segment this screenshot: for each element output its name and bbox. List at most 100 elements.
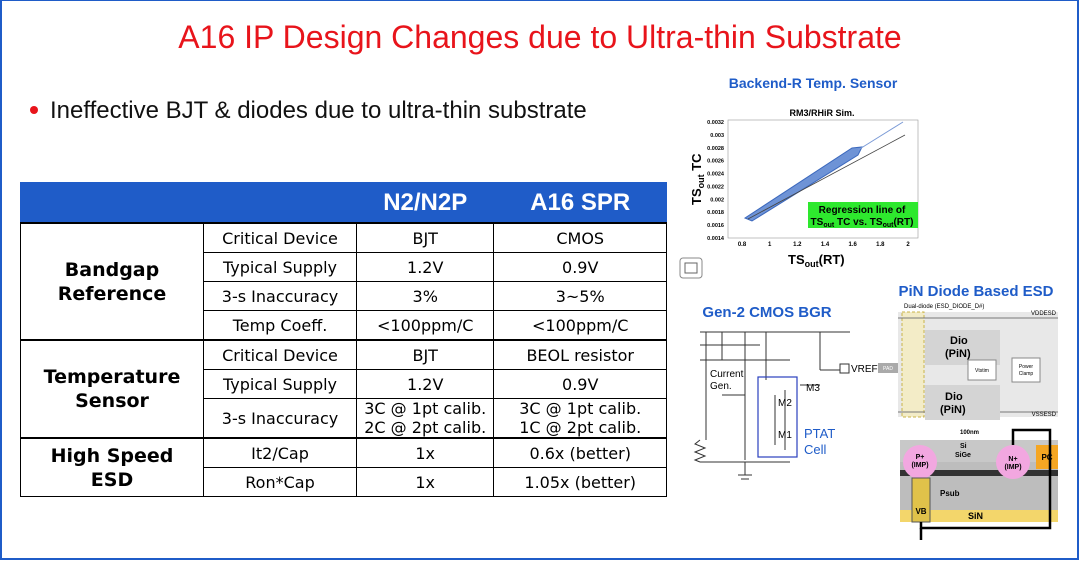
layer [900, 510, 1058, 522]
esd-title: PiN Diode Based ESD [898, 283, 1053, 300]
esd-label: 100nm [960, 430, 979, 436]
table-body: Bandgap Reference Critical Device BJT CMOS T… [19, 222, 667, 497]
header-row: N2/N2P A16 SPR [19, 182, 667, 224]
comparison-table: N2/N2P A16 SPR Bandgap Reference Critical D… [19, 182, 667, 497]
ptat-box [757, 376, 798, 458]
cell-line: 3% [412, 286, 438, 306]
y-tick-label: 0.0024 [707, 172, 725, 178]
value-cell: 3% [355, 281, 495, 311]
diode-box [925, 330, 1000, 365]
layer [900, 470, 1058, 476]
value-cell: <100ppm/C [493, 310, 667, 341]
value-cell: 0.6x (better) [493, 437, 667, 468]
table-row: 3-s Inaccuracy 3% 3~5% [21, 281, 667, 311]
header-cell: A16 SPR [493, 182, 667, 224]
esd-label: VSSESD [1032, 412, 1057, 418]
esd-label: VB [915, 507, 926, 516]
y-ticks: 0.0032 0.003 0.0028 0.0026 0.0024 0.0022 0.002… [707, 120, 725, 242]
item-cell: It2/Cap [203, 437, 357, 468]
bgr-circuit [693, 331, 850, 480]
y-tick-label: 0.0028 [707, 146, 724, 152]
value-cell: <100ppm/C [355, 310, 495, 341]
esd-label: Power [1019, 364, 1034, 370]
group-cell: High Speed ESD [19, 437, 205, 497]
header-cell: N2/N2P [355, 182, 495, 224]
y-tick-label: 0.0026 [707, 159, 724, 165]
sensor-title: Backend-R Temp. Sensor [729, 75, 898, 91]
esd-label: Clamp [1019, 371, 1034, 377]
y-tick-label: 0.0014 [707, 236, 725, 242]
cell-line: <100ppm/C [532, 315, 629, 335]
value-cell: 3~5% [493, 281, 667, 311]
scatter-band [743, 146, 863, 222]
esd-label: SiN [968, 511, 983, 521]
cell-line: CMOS [556, 228, 605, 248]
bgr-label: VREF [851, 364, 878, 375]
esd-label: P+ [916, 454, 925, 461]
bgr-label: M2 [778, 398, 792, 409]
y-tick-label: 0.0022 [707, 184, 724, 190]
table-row: Typical Supply 1.2V 0.9V [21, 369, 667, 399]
y-tick-label: 0.0032 [707, 120, 724, 126]
item-cell: Critical Device [203, 222, 357, 253]
y-tick-label: 0.002 [710, 197, 724, 203]
implant [903, 445, 937, 479]
bgr-label: Current [710, 369, 744, 380]
value-cell: 0.9V [493, 369, 667, 399]
esd-label: (IMP) [911, 462, 928, 469]
esd-label: Dio [950, 335, 968, 347]
pad-box [878, 363, 898, 373]
value-cell: 1x [355, 467, 495, 497]
table-row: High Speed ESD It2/Cap 1x 0.6x (better) [19, 437, 667, 497]
esd-label: PC [1041, 453, 1052, 462]
esd-label: N+ [1008, 456, 1017, 463]
esd-label: (IMP) [1004, 464, 1021, 471]
table-row: Bandgap Reference Critical Device BJT CMOS [19, 222, 667, 341]
cell-line: 3C @ 1pt calib. [364, 399, 487, 418]
esd-label: Psub [940, 489, 960, 498]
y-tick-label: 0.0016 [707, 223, 724, 229]
x-tick-label: 1 [768, 242, 772, 248]
cell-line: 2C @ 2pt calib. [364, 418, 487, 437]
esd-label: (PiN) [940, 404, 966, 416]
cell-line: 1x [415, 443, 436, 463]
group-cell: Bandgap Reference [19, 222, 205, 341]
value-cell: BJT [355, 339, 495, 370]
bgr-label: PTAT [804, 426, 835, 441]
annotation-box [808, 202, 918, 228]
wire [919, 428, 1052, 530]
cell-line: 0.9V [562, 257, 599, 277]
value-cell: 0.9V [493, 252, 667, 282]
group-cell: Temperature Sensor [19, 339, 205, 439]
value-cell: CMOS [493, 222, 667, 253]
esd-label: Dual-diode (ESD_DIODE_D#) [904, 304, 984, 310]
x-tick-label: 2 [906, 242, 910, 248]
x-tick-label: 1.8 [876, 242, 885, 248]
item-cell: Ron*Cap [203, 467, 357, 497]
plot-frame [727, 119, 919, 239]
esd-label: Si [960, 443, 967, 450]
esd-label: PAD [883, 366, 893, 372]
esd-label: (PiN) [945, 348, 971, 360]
esd-label: SiGe [955, 452, 971, 459]
bgr-label: M1 [778, 430, 792, 441]
cell-line: 0.9V [562, 374, 599, 394]
cell-line: BEOL resistor [526, 345, 634, 365]
x-tick-label: 1.4 [821, 242, 830, 248]
esd-label: VDDESD [1031, 311, 1057, 317]
header-cell [19, 182, 205, 224]
table-row: Temperature Sensor Critical Device BJT BEOL… [19, 339, 667, 439]
annotation: TSout TC vs. TSout(RT) [811, 217, 914, 229]
cell-line: 1.2V [407, 374, 444, 394]
item-cell: Typical Supply [203, 252, 357, 282]
esd-label: Dio [945, 391, 963, 403]
x-tick-label: 1.2 [793, 242, 802, 248]
table-row: Temp Coeff. <100ppm/C <100ppm/C [21, 310, 667, 341]
bullet-text: Ineffective BJT & diodes due to ultra-th… [50, 97, 587, 124]
value-cell: BEOL resistor [493, 339, 667, 370]
implant [996, 445, 1030, 479]
annotation: Regression line of [819, 205, 906, 216]
cell-line: <100ppm/C [377, 315, 474, 335]
